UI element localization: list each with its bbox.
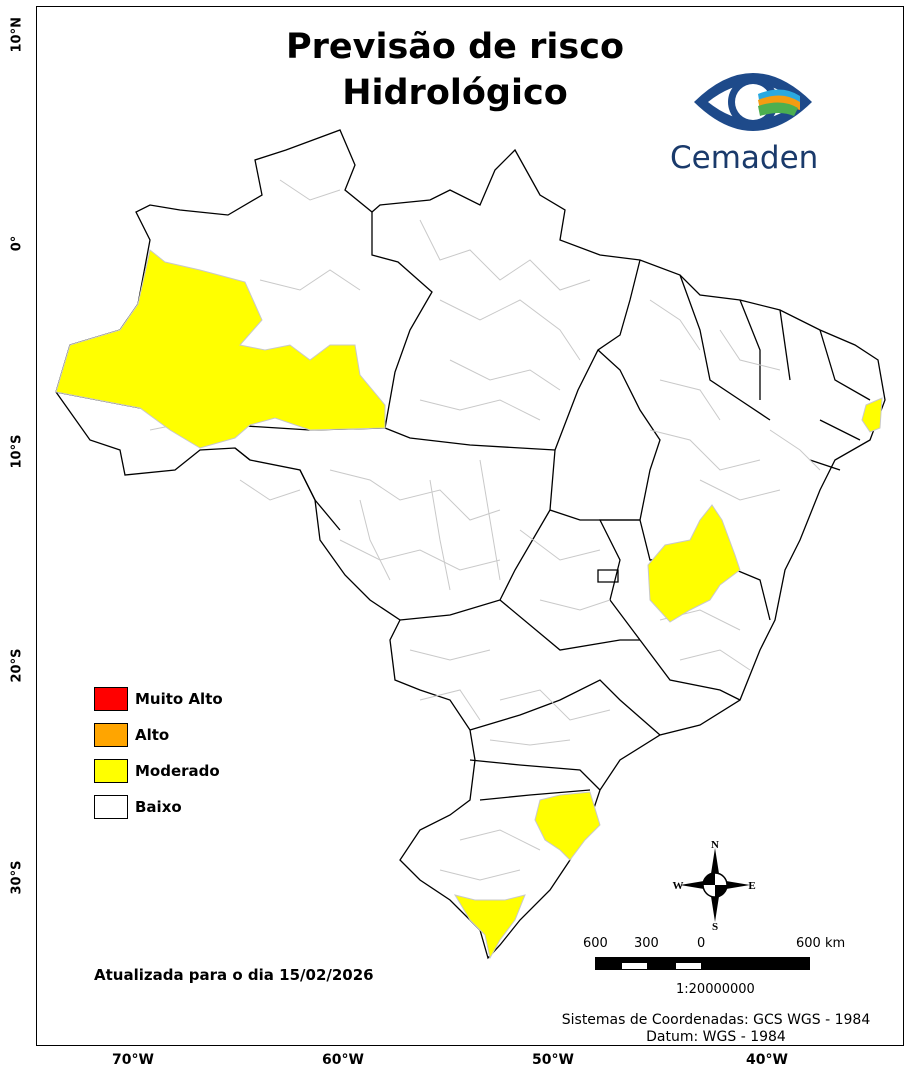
scale-label-300: 300	[634, 936, 659, 951]
map-title: Previsão de risco Hidrológico	[260, 24, 650, 116]
legend-label: Moderado	[135, 762, 220, 780]
scale-bar	[595, 957, 810, 970]
coord-system-line: Sistemas de Coordenadas: GCS WGS - 1984	[561, 1012, 871, 1028]
lon-label-70w: 70°W	[112, 1052, 154, 1068]
area-amazonas	[55, 249, 386, 449]
compass-s: S	[712, 921, 718, 930]
legend-item-muito-alto: Muito Alto	[94, 686, 223, 712]
lon-label-40w: 40°W	[746, 1052, 788, 1068]
moderate-areas	[55, 249, 883, 960]
compass-e: E	[748, 880, 755, 892]
legend-label: Baixo	[135, 798, 182, 816]
legend-swatch	[94, 795, 128, 819]
legend-item-baixo: Baixo	[94, 794, 182, 820]
coordinate-system: Sistemas de Coordenadas: GCS WGS - 1984 …	[536, 1012, 896, 1046]
compass-w: W	[673, 880, 684, 892]
area-minas-bahia	[647, 504, 741, 623]
area-santa-catarina	[534, 791, 601, 861]
scale-label-600: 600	[583, 936, 608, 951]
legend-label: Alto	[135, 726, 170, 744]
legend-swatch	[94, 687, 128, 711]
title-line-1: Previsão de risco	[285, 27, 624, 67]
lon-label-50w: 50°W	[532, 1052, 574, 1068]
cemaden-logo-eye-icon	[694, 73, 812, 131]
legend-item-moderado: Moderado	[94, 758, 220, 784]
scale-ratio: 1:20000000	[676, 982, 755, 997]
scale-label-600km: 600 km	[796, 936, 846, 951]
region-borders	[149, 179, 821, 881]
area-nordeste	[861, 397, 883, 433]
legend-label: Muito Alto	[135, 690, 223, 708]
legend-swatch	[94, 723, 128, 747]
datum-line: Datum: WGS - 1984	[646, 1029, 786, 1045]
compass-rose-icon: N S W E	[673, 840, 756, 930]
scale-label-0: 0	[697, 936, 706, 951]
legend-item-alto: Alto	[94, 722, 169, 748]
logo-text: Cemaden	[670, 140, 819, 176]
lon-label-60w: 60°W	[322, 1052, 364, 1068]
legend-swatch	[94, 759, 128, 783]
area-rio-grande-sul	[453, 894, 526, 960]
title-line-2: Hidrológico	[342, 73, 568, 113]
compass-n: N	[711, 840, 719, 851]
brazil-outline	[55, 129, 886, 960]
update-date: Atualizada para o dia 15/02/2026	[94, 966, 374, 984]
